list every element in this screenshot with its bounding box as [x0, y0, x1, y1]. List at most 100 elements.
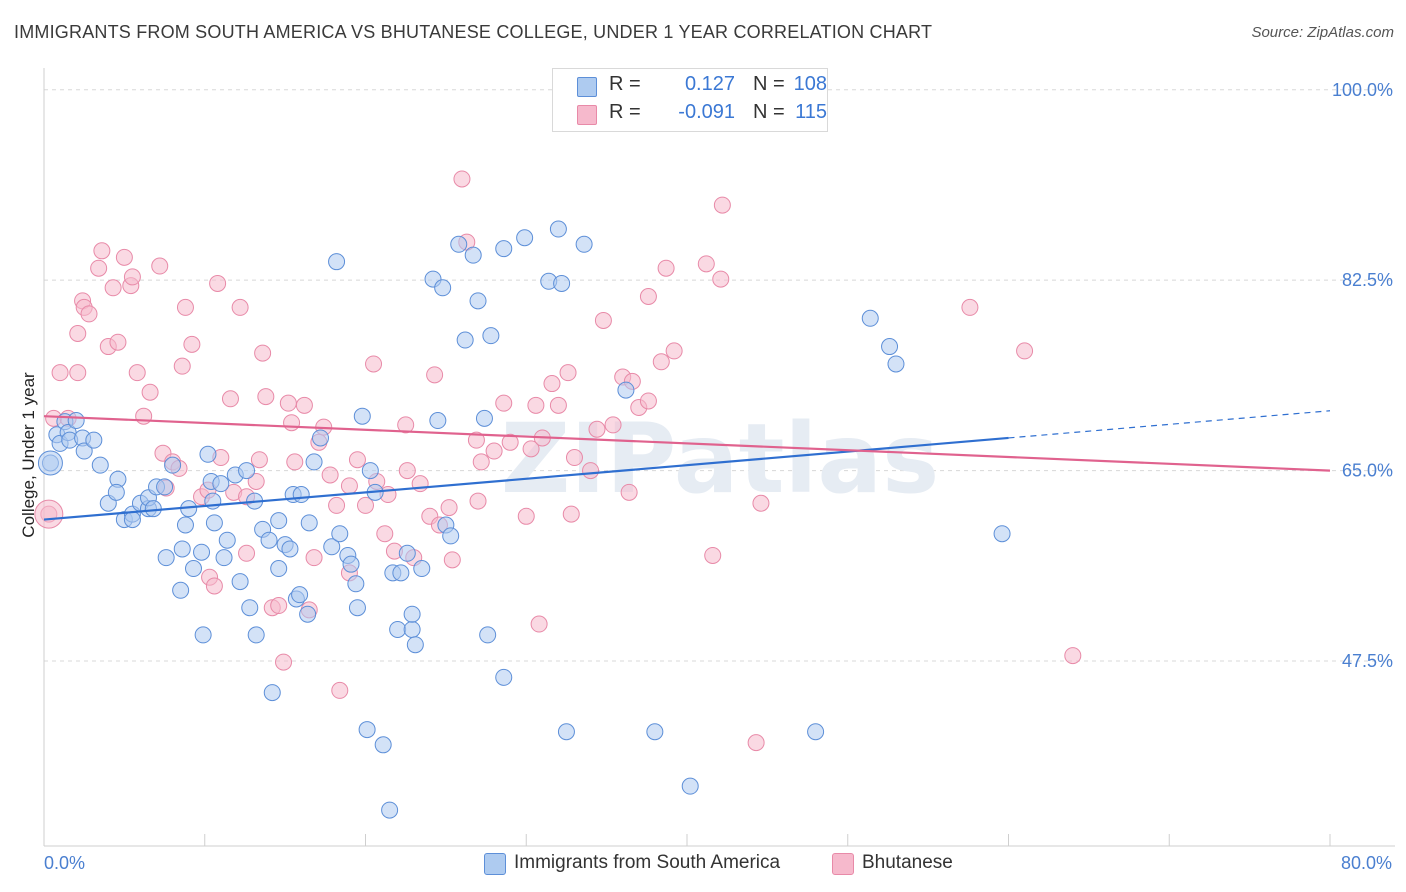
x-ticks — [204, 834, 1331, 846]
trend-lines — [43, 410, 1331, 521]
bhutanese-point — [501, 433, 519, 451]
south-america-point — [479, 626, 497, 644]
bhutanese-point — [104, 279, 122, 297]
south-america-point — [361, 462, 379, 480]
bhutanese-point — [747, 734, 765, 752]
bhutanese-point — [209, 274, 227, 292]
south-america-point — [353, 407, 371, 425]
legend-label: Bhutanese — [862, 852, 953, 873]
bhutanese-point — [270, 597, 288, 615]
bhutanese-point — [594, 311, 612, 329]
south-america-point — [305, 453, 323, 471]
south-america-point — [482, 327, 500, 345]
bhutanese-point — [376, 525, 394, 543]
south-america-point — [164, 456, 182, 474]
bhutanese-point — [657, 259, 675, 277]
south-america-point — [464, 246, 482, 264]
south-america-point — [429, 412, 447, 430]
south-america-point — [495, 668, 513, 686]
south-america-point — [231, 573, 249, 591]
bhutanese-point — [93, 242, 111, 260]
bhutanese-point — [543, 375, 561, 393]
south-america-points — [37, 220, 1011, 819]
bhutanese-point — [295, 396, 313, 414]
south-america-point — [516, 229, 534, 247]
bhutanese-point — [141, 383, 159, 401]
x-tick-label-min: 0.0% — [44, 853, 85, 873]
bhutanese-point — [176, 298, 194, 316]
bhutanese-point — [697, 255, 715, 273]
bhutanese-point — [275, 653, 293, 671]
south-america-point — [381, 801, 399, 819]
bhutanese-point — [604, 416, 622, 434]
bhutanese-point — [34, 499, 64, 529]
bhutanese-point — [183, 335, 201, 353]
bhutanese-point — [250, 451, 268, 469]
bhutanese-point — [713, 196, 731, 214]
legend-label: Immigrants from South America — [514, 852, 781, 873]
south-america-point — [311, 429, 329, 447]
south-america-point — [123, 511, 141, 529]
bhutanese-point — [51, 364, 69, 382]
bhutanese-point — [123, 268, 141, 286]
bhutanese-point — [397, 416, 415, 434]
bhutanese-point — [549, 396, 567, 414]
south-america-point — [646, 723, 664, 741]
south-america-point — [450, 235, 468, 253]
south-america-point — [107, 483, 125, 501]
south-america-point — [193, 543, 211, 561]
south-america-point — [681, 777, 699, 795]
south-america-point — [247, 626, 265, 644]
bhutanese-point — [205, 577, 223, 595]
y-tick-label: 65.0% — [1342, 461, 1393, 481]
south-america-point — [434, 279, 452, 297]
bhutanese-point — [453, 170, 471, 188]
bhutanese-point — [440, 499, 458, 517]
bhutanese-point — [485, 442, 503, 460]
bhutanese-point — [639, 392, 657, 410]
bhutanese-point — [588, 420, 606, 438]
bhutanese-points — [34, 170, 1082, 752]
bhutanese-point — [467, 431, 485, 449]
y-tick-label: 100.0% — [1332, 80, 1393, 100]
south-america-point — [358, 721, 376, 739]
south-america-point — [173, 540, 191, 558]
south-america-point — [807, 723, 825, 741]
south-america-point — [238, 462, 256, 480]
south-america-point — [299, 605, 317, 623]
south-america-point — [291, 586, 309, 604]
x-tick-label-max: 80.0% — [1341, 853, 1392, 873]
bhutanese-point — [357, 496, 374, 514]
south-america-point — [156, 478, 174, 496]
south-america-point — [205, 514, 223, 532]
bhutanese-point — [286, 453, 304, 471]
south-america-point — [495, 240, 513, 258]
bhutanese-point — [69, 364, 87, 382]
south-america-point — [475, 409, 493, 427]
bhutanese-point — [321, 466, 339, 484]
bhutanese-point — [639, 288, 657, 306]
bhutanese-point — [961, 298, 979, 316]
bhutanese-point — [562, 505, 580, 523]
south-america-point — [75, 442, 93, 460]
south-america-point — [37, 450, 63, 476]
south-america-point — [392, 564, 410, 582]
south-america-point — [300, 514, 318, 532]
south-america-point — [260, 531, 278, 549]
south-america-point — [403, 620, 421, 638]
bhutanese-point — [151, 257, 169, 275]
bhutanese-point — [1064, 647, 1082, 665]
bhutanese-point — [665, 342, 683, 360]
south-america-point — [91, 456, 109, 474]
bhutanese-point — [173, 357, 191, 375]
bhutanese-point — [348, 451, 366, 469]
south-america-point — [881, 338, 899, 356]
south-america-point — [215, 549, 233, 567]
south-america-point — [176, 516, 194, 534]
correlation-legend: R = 0.127 N = 108 R = -0.091 N = 115 — [552, 68, 828, 132]
legend-n-label: N = — [753, 101, 785, 123]
bhutanese-point — [472, 453, 490, 471]
legend-swatch-blue — [484, 853, 506, 875]
south-america-point — [241, 599, 259, 617]
south-america-point — [212, 475, 230, 493]
